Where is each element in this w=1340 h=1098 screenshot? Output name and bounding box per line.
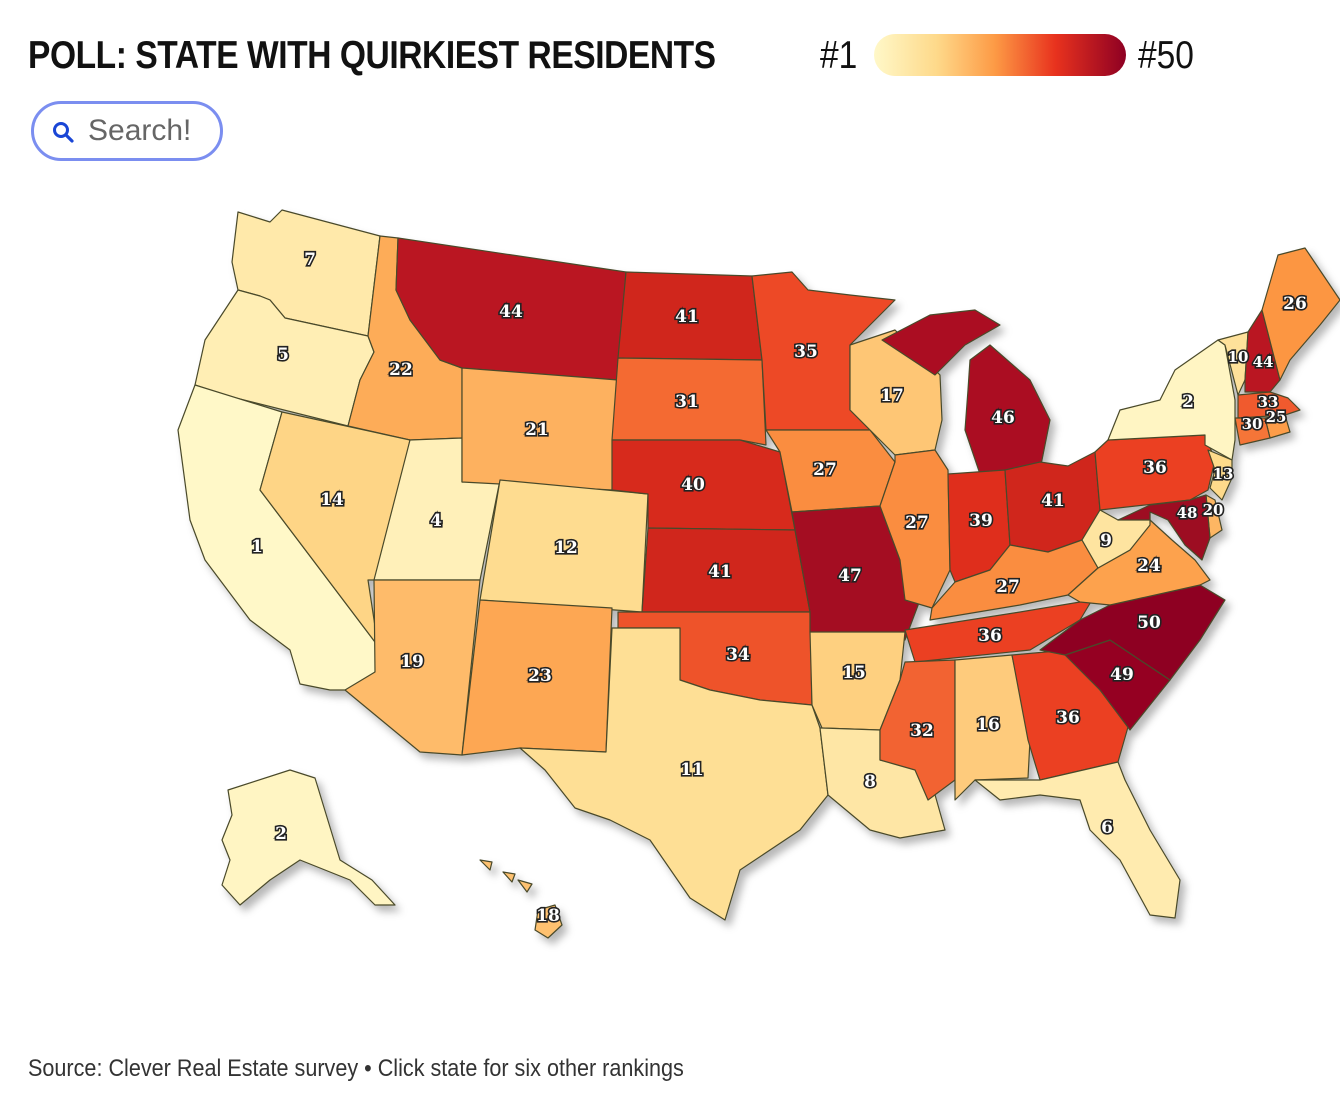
state-label-nh: 44 [1253, 353, 1274, 371]
state-label-ut: 4 [430, 511, 442, 531]
state-label-mn: 35 [794, 342, 818, 362]
state-label-sd: 31 [675, 392, 699, 412]
state-label-ks: 41 [708, 562, 732, 582]
state-label-ca: 1 [251, 537, 263, 557]
state-ny[interactable] [1107, 339, 1236, 461]
state-label-pa: 36 [1143, 458, 1167, 478]
state-label-wi: 17 [880, 386, 904, 406]
legend-high-label: #50 [1138, 34, 1194, 77]
state-label-in: 39 [969, 511, 993, 531]
state-label-mi: 46 [991, 408, 1015, 428]
state-label-nd: 41 [675, 307, 699, 327]
search-icon[interactable] [52, 121, 74, 143]
state-label-ak: 2 [275, 824, 287, 844]
state-label-wy: 21 [525, 420, 549, 440]
page-title: POLL: STATE WITH QUIRKIEST RESIDENTS [28, 34, 716, 77]
state-md[interactable] [1117, 494, 1211, 561]
state-label-ct: 30 [1242, 415, 1263, 433]
state-label-tn: 36 [978, 626, 1002, 646]
state-label-wa: 7 [304, 250, 316, 270]
state-label-ga: 36 [1056, 708, 1080, 728]
state-label-co: 12 [554, 538, 578, 558]
state-label-ny: 2 [1182, 392, 1194, 412]
state-label-md: 48 [1177, 504, 1198, 522]
state-label-il: 27 [905, 513, 929, 533]
state-nc[interactable] [1039, 584, 1226, 681]
state-label-fl: 6 [1101, 818, 1113, 838]
state-tx[interactable] [519, 627, 829, 921]
state-label-ms: 32 [910, 721, 934, 741]
state-nj[interactable] [1207, 449, 1233, 501]
state-label-sc: 49 [1110, 665, 1134, 685]
state-label-nj: 13 [1213, 465, 1234, 483]
state-label-va: 24 [1137, 556, 1161, 576]
state-label-de: 20 [1203, 501, 1224, 519]
state-label-vt: 10 [1228, 348, 1249, 366]
us-choropleth-map: 7512214419442112234131404134113527471581… [177, 209, 1340, 939]
state-label-al: 16 [976, 715, 1000, 735]
state-il[interactable] [879, 449, 951, 609]
state-label-ma: 33 [1258, 393, 1279, 411]
state-tn[interactable] [904, 589, 1099, 663]
state-label-wv: 9 [1100, 531, 1112, 551]
state-label-mo: 47 [838, 566, 862, 586]
search-box[interactable] [31, 101, 223, 161]
state-ak[interactable] [221, 769, 396, 906]
search-input[interactable] [88, 114, 216, 148]
state-label-mt: 44 [499, 302, 523, 322]
state-label-ri: 25 [1266, 408, 1287, 426]
state-az[interactable] [344, 579, 481, 756]
state-label-id: 22 [389, 360, 413, 380]
state-label-ky: 27 [996, 577, 1020, 597]
state-label-ar: 15 [842, 663, 866, 683]
legend-low-label: #1 [820, 34, 858, 77]
state-sd[interactable] [611, 357, 767, 446]
state-label-la: 8 [864, 772, 876, 792]
state-label-oh: 41 [1041, 491, 1065, 511]
state-label-ok: 34 [726, 645, 750, 665]
source-footer: Source: Clever Real Estate survey • Clic… [28, 1055, 684, 1082]
state-ct[interactable] [1234, 417, 1271, 446]
state-label-nm: 23 [528, 666, 552, 686]
state-hi[interactable] [479, 859, 563, 939]
header: POLL: STATE WITH QUIRKIEST RESIDENTS #1 … [28, 28, 1328, 88]
legend-color-scale [874, 34, 1126, 76]
state-label-az: 19 [400, 652, 424, 672]
state-label-ia: 27 [813, 460, 837, 480]
state-label-or: 5 [277, 345, 289, 365]
state-me[interactable] [1261, 247, 1340, 381]
state-label-ne: 40 [681, 475, 705, 495]
state-label-tx: 11 [680, 760, 704, 780]
state-vt[interactable] [1217, 331, 1249, 396]
state-label-nc: 50 [1137, 613, 1161, 633]
state-fl[interactable] [974, 761, 1181, 919]
state-label-me: 26 [1283, 294, 1307, 314]
state-label-nv: 14 [320, 490, 344, 510]
state-label-hi: 18 [536, 906, 560, 926]
